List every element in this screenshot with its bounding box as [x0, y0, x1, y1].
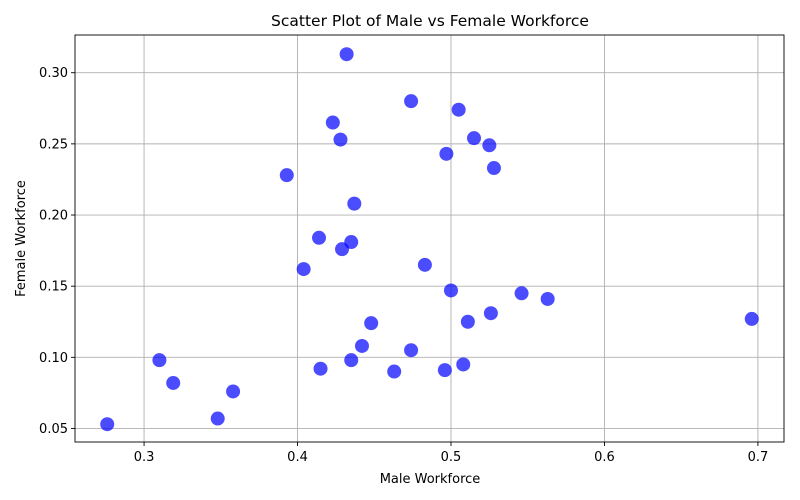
y-tick-label: 0.05 [39, 422, 68, 437]
data-point [540, 291, 555, 306]
data-point [210, 411, 225, 426]
data-point [439, 146, 454, 161]
ticks-layer: 0.3 0.4 0.5 0.6 0.7 0.05 0.10 0.15 0.20 0.25 0.30 [39, 66, 768, 465]
data-point [482, 138, 497, 153]
y-tick-label: 0.30 [39, 66, 68, 81]
x-tick-label: 0.4 [287, 450, 308, 465]
x-tick-label: 0.5 [441, 450, 462, 465]
data-point [437, 363, 452, 378]
y-tick-label: 0.10 [39, 351, 68, 366]
x-tick-label: 0.6 [594, 450, 615, 465]
data-point [451, 102, 466, 117]
data-point [514, 286, 529, 301]
data-point [417, 257, 432, 272]
data-point [347, 196, 362, 211]
data-point [226, 384, 241, 399]
x-tick-label: 0.7 [748, 450, 769, 465]
data-point [279, 168, 294, 183]
data-point [483, 306, 498, 321]
data-point [296, 262, 311, 277]
data-point [456, 357, 471, 372]
data-point [100, 417, 115, 432]
grid-layer [75, 35, 784, 442]
data-point [339, 47, 354, 62]
data-point [404, 343, 419, 358]
points-layer [100, 47, 759, 432]
data-point [460, 314, 475, 329]
y-tick-label: 0.25 [39, 137, 68, 152]
y-tick-label: 0.15 [39, 280, 68, 295]
plot-frame [74, 34, 785, 443]
data-point [443, 283, 458, 298]
data-point [744, 311, 759, 326]
data-point [333, 132, 348, 147]
chart-title: Scatter Plot of Male vs Female Workforce [271, 12, 589, 30]
data-point [325, 115, 340, 130]
y-axis-title: Female Workforce [14, 180, 29, 297]
data-point [354, 338, 369, 353]
y-tick-label: 0.20 [39, 209, 68, 224]
data-point [166, 375, 181, 390]
data-point [387, 364, 402, 379]
x-tick-label: 0.3 [134, 450, 155, 465]
data-point [344, 353, 359, 368]
data-point [486, 161, 501, 176]
data-point [467, 131, 482, 146]
data-point [152, 353, 167, 368]
data-point [344, 235, 359, 250]
data-point [364, 316, 379, 331]
data-point [404, 94, 419, 109]
x-axis-title: Male Workforce [380, 472, 481, 487]
data-point [313, 361, 328, 376]
data-point [312, 230, 327, 245]
